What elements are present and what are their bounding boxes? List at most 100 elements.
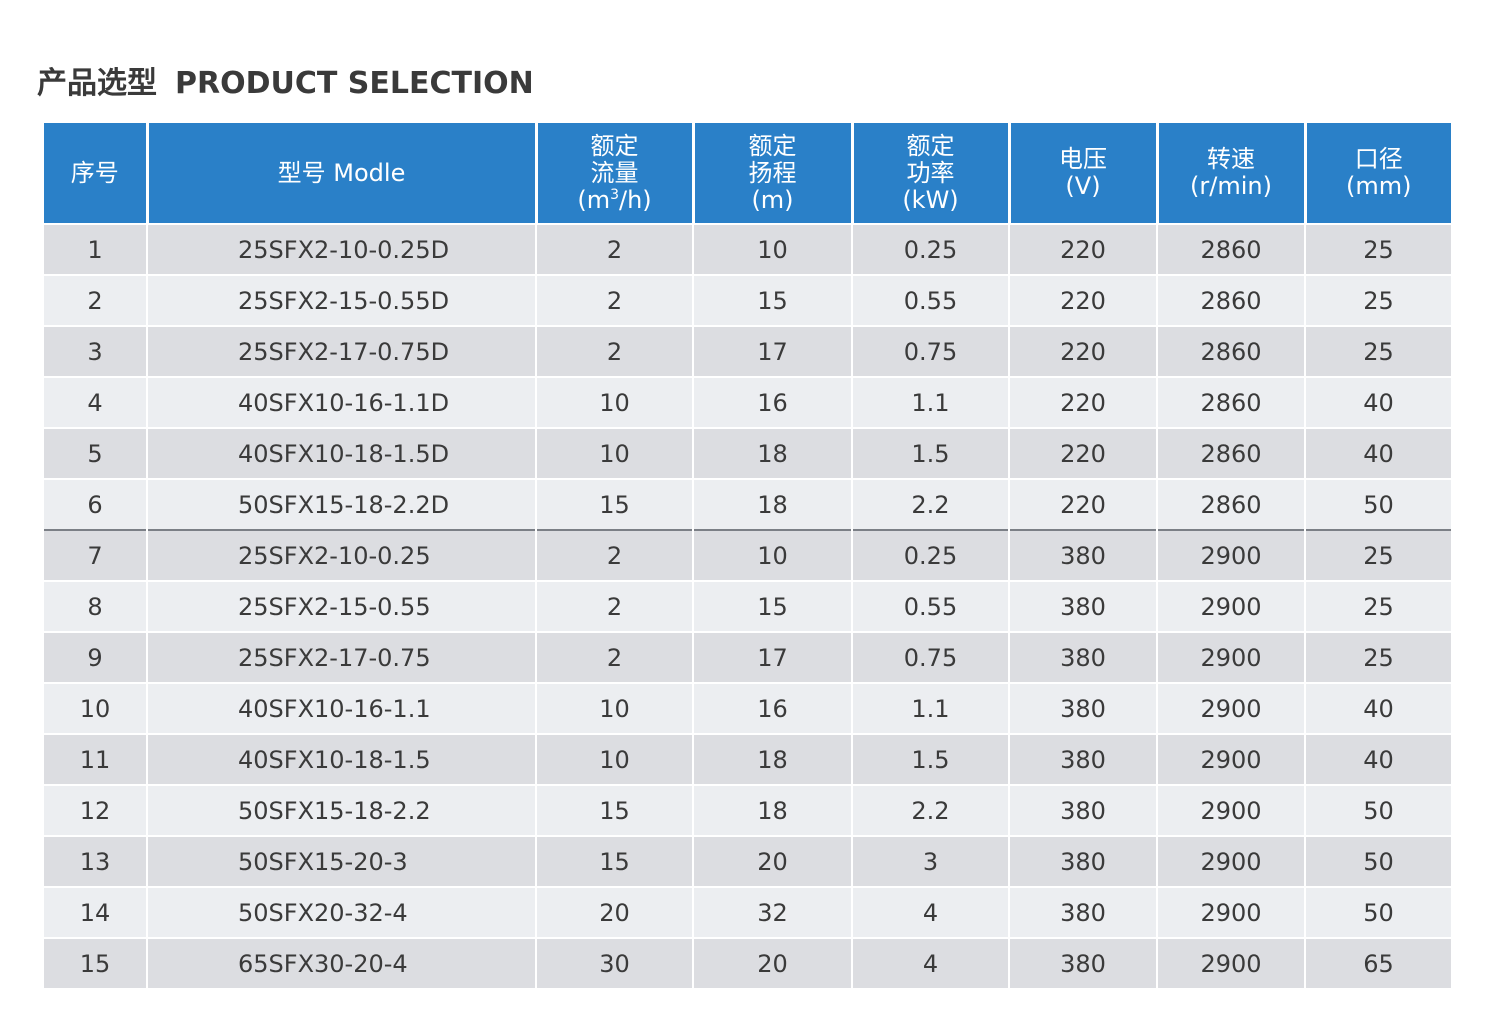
cell-flow: 2: [535, 529, 693, 581]
cell-caliber: 50: [1304, 784, 1451, 836]
cell-flow: 10: [535, 682, 693, 734]
cell-power: 1.5: [851, 427, 1009, 479]
cell-caliber: 25: [1304, 274, 1451, 326]
cell-power: 1.5: [851, 733, 1009, 785]
cell-speed: 2900: [1156, 937, 1305, 988]
cell-model: 25SFX2-10-0.25: [146, 529, 536, 581]
table-row: 8 25SFX2-15-0.55 2 15 0.55 380 2900 25: [44, 580, 1451, 632]
cell-voltage: 220: [1008, 376, 1157, 428]
table-row: 13 50SFX15-20-3 15 20 3 380 2900 50: [44, 835, 1451, 887]
cell-head: 20: [692, 937, 852, 988]
header-speed-line1: 转速: [1207, 145, 1255, 173]
cell-head: 16: [692, 682, 852, 734]
header-speed: 转速 (r/min): [1155, 123, 1305, 224]
table-row: 3 25SFX2-17-0.75D 2 17 0.75 220 2860 25: [44, 325, 1451, 377]
cell-no: 2: [44, 274, 147, 326]
cell-voltage: 380: [1008, 835, 1157, 887]
cell-caliber: 25: [1304, 631, 1451, 683]
header-rated-flow: 额定 流量 (m3/h): [534, 123, 693, 224]
cell-speed: 2860: [1156, 478, 1305, 530]
cell-voltage: 380: [1008, 529, 1157, 581]
cell-head: 15: [692, 580, 852, 632]
table-row: 4 40SFX10-16-1.1D 10 16 1.1 220 2860 40: [44, 376, 1451, 428]
cell-flow: 20: [535, 886, 693, 938]
cell-flow: 2: [535, 274, 693, 326]
cell-power: 0.75: [851, 325, 1009, 377]
cell-power: 0.55: [851, 274, 1009, 326]
header-voltage-line1: 电压: [1059, 145, 1107, 173]
table-row: 5 40SFX10-18-1.5D 10 18 1.5 220 2860 40: [44, 427, 1451, 479]
table-row: 11 40SFX10-18-1.5 10 18 1.5 380 2900 40: [44, 733, 1451, 785]
cell-power: 2.2: [851, 478, 1009, 530]
cell-flow: 10: [535, 376, 693, 428]
cell-caliber: 25: [1304, 529, 1451, 581]
cell-caliber: 50: [1304, 886, 1451, 938]
cell-caliber: 25: [1304, 325, 1451, 377]
cell-no: 3: [44, 325, 147, 377]
cell-speed: 2900: [1156, 733, 1305, 785]
cell-head: 18: [692, 478, 852, 530]
cell-head: 32: [692, 886, 852, 938]
cell-model: 40SFX10-16-1.1: [146, 682, 536, 734]
header-rated-flow-unit: (m3/h): [577, 185, 652, 214]
page-title: 产品选型 PRODUCT SELECTION: [37, 62, 534, 106]
cell-model: 25SFX2-10-0.25D: [146, 223, 536, 275]
cell-flow: 2: [535, 223, 693, 275]
table-row: 6 50SFX15-18-2.2D 15 18 2.2 220 2860 50: [44, 478, 1451, 530]
table-row: 10 40SFX10-16-1.1 10 16 1.1 380 2900 40: [44, 682, 1451, 734]
cell-flow: 15: [535, 784, 693, 836]
cell-speed: 2860: [1156, 427, 1305, 479]
cell-no: 9: [44, 631, 147, 683]
cell-power: 0.25: [851, 529, 1009, 581]
cell-no: 13: [44, 835, 147, 887]
cell-model: 50SFX15-20-3: [146, 835, 536, 887]
cell-flow: 30: [535, 937, 693, 988]
cell-speed: 2900: [1156, 529, 1305, 581]
cell-voltage: 220: [1008, 325, 1157, 377]
table-row: 7 25SFX2-10-0.25 2 10 0.25 380 2900 25: [44, 529, 1451, 581]
cell-model: 50SFX15-18-2.2: [146, 784, 536, 836]
table-row: 15 65SFX30-20-4 30 20 4 380 2900 65: [44, 937, 1451, 988]
cell-no: 7: [44, 529, 147, 581]
header-rated-power-line1: 额定: [906, 131, 955, 160]
cell-flow: 2: [535, 631, 693, 683]
header-rated-power-unit: (kW): [902, 185, 959, 214]
header-rated-head-line1: 额定: [748, 131, 797, 160]
header-voltage: 电压 (V): [1007, 123, 1157, 224]
cell-no: 10: [44, 682, 147, 734]
header-no: 序号: [44, 123, 147, 224]
cell-voltage: 380: [1008, 937, 1157, 988]
cell-speed: 2860: [1156, 223, 1305, 275]
cell-speed: 2900: [1156, 631, 1305, 683]
cell-power: 3: [851, 835, 1009, 887]
cell-voltage: 380: [1008, 631, 1157, 683]
cell-power: 0.75: [851, 631, 1009, 683]
table-row: 12 50SFX15-18-2.2 15 18 2.2 380 2900 50: [44, 784, 1451, 836]
table-body: 1 25SFX2-10-0.25D 2 10 0.25 220 2860 25 …: [44, 223, 1451, 988]
header-caliber: 口径 (mm): [1303, 123, 1451, 224]
cell-model: 40SFX10-16-1.1D: [146, 376, 536, 428]
cell-voltage: 220: [1008, 274, 1157, 326]
cell-power: 1.1: [851, 376, 1009, 428]
cell-flow: 15: [535, 835, 693, 887]
header-model: 型号 Modle: [145, 123, 536, 224]
cell-model: 25SFX2-17-0.75D: [146, 325, 536, 377]
header-caliber-line1: 口径: [1354, 145, 1403, 173]
cell-no: 6: [44, 478, 147, 530]
cell-caliber: 40: [1304, 376, 1451, 428]
cell-head: 10: [692, 529, 852, 581]
cell-no: 15: [44, 937, 147, 988]
cell-caliber: 25: [1304, 580, 1451, 632]
header-voltage-unit: (V): [1065, 172, 1101, 200]
cell-speed: 2900: [1156, 886, 1305, 938]
header-caliber-unit: (mm): [1346, 172, 1412, 200]
product-selection-table: 序号 型号 Modle 额定 流量 (m3/h) 额定 扬程 (m) 额定 功率…: [44, 123, 1451, 988]
header-speed-unit: (r/min): [1190, 172, 1272, 200]
cell-no: 4: [44, 376, 147, 428]
cell-model: 65SFX30-20-4: [146, 937, 536, 988]
cell-head: 18: [692, 427, 852, 479]
cell-power: 0.55: [851, 580, 1009, 632]
table-header-row: 序号 型号 Modle 额定 流量 (m3/h) 额定 扬程 (m) 额定 功率…: [44, 123, 1451, 224]
cell-power: 4: [851, 886, 1009, 938]
cell-caliber: 50: [1304, 478, 1451, 530]
